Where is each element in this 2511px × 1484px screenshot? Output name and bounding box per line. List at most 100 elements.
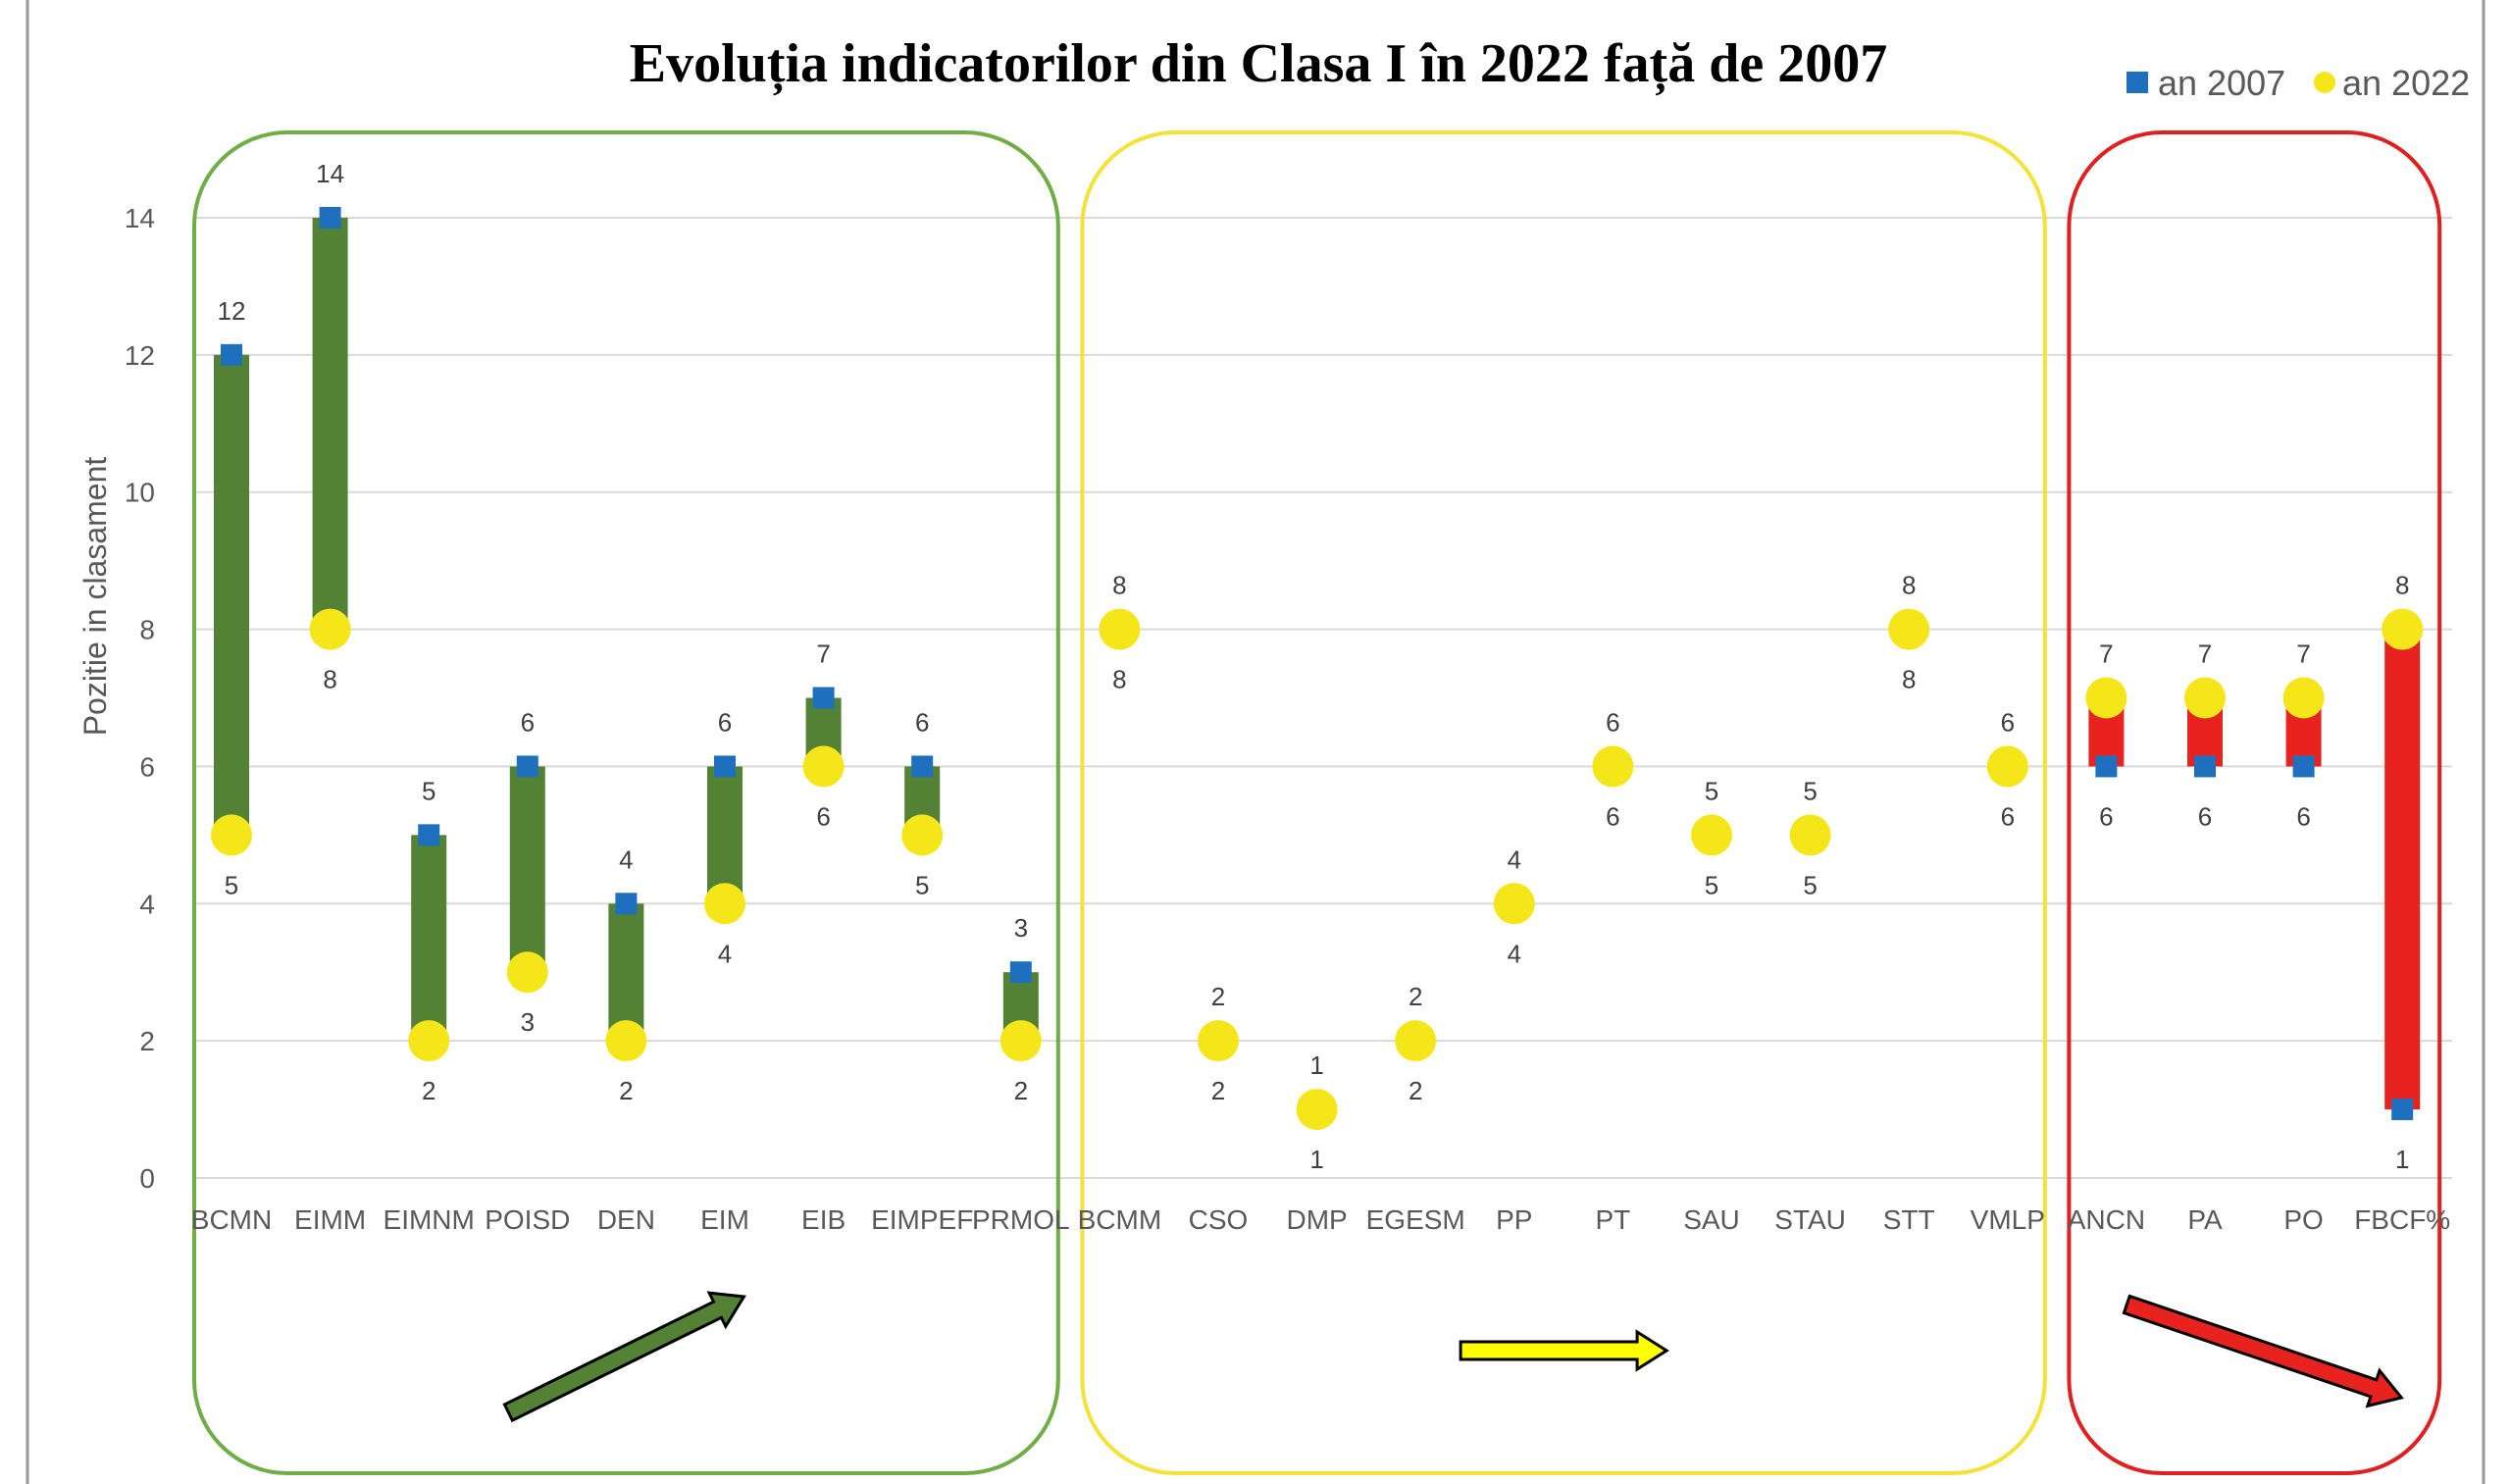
- group-box: [1080, 130, 2047, 1475]
- data-label-lower: 6: [2001, 801, 2015, 831]
- data-label-lower: 4: [718, 939, 732, 968]
- marker-2022: [605, 1020, 647, 1062]
- data-label-upper: 5: [1803, 776, 1817, 805]
- category-label: DMP: [1286, 1204, 1347, 1235]
- data-label-lower: 8: [323, 665, 336, 694]
- trend-arrow: [1459, 1329, 1669, 1372]
- data-label-upper: 7: [816, 640, 830, 669]
- data-markers: [211, 207, 2424, 1131]
- data-label-upper: 5: [422, 776, 436, 805]
- marker-2022: [901, 814, 944, 856]
- marker-2007: [221, 343, 242, 366]
- data-label-lower: 5: [915, 870, 929, 899]
- category-label: EIMPEF: [871, 1204, 973, 1235]
- group-box: [2067, 130, 2442, 1475]
- y-tick-label: 4: [139, 889, 155, 919]
- y-tick-label: 8: [139, 615, 155, 645]
- marker-2022: [704, 883, 745, 925]
- y-axis-title: Pozitie in clasament: [77, 457, 113, 737]
- category-label: PT: [1596, 1204, 1631, 1235]
- legend-marker-2022: [2314, 72, 2335, 93]
- data-label-lower: 4: [1508, 939, 1521, 968]
- marker-2007: [615, 893, 638, 915]
- category-label: EIMM: [294, 1204, 366, 1235]
- gridlines: [196, 217, 2452, 1179]
- data-label-upper: 6: [521, 707, 535, 737]
- category-label: EIB: [801, 1204, 846, 1235]
- data-label-lower: 2: [619, 1076, 633, 1105]
- data-label-upper: 1: [1309, 1050, 1323, 1080]
- marker-2007: [911, 755, 934, 778]
- range-bar: [214, 354, 249, 836]
- data-label-upper: 2: [1211, 982, 1225, 1011]
- data-label-lower: 6: [1606, 801, 1619, 831]
- data-label-upper: 4: [619, 844, 633, 874]
- data-label-upper: 7: [2099, 640, 2113, 669]
- data-label-upper: 3: [1014, 913, 1028, 943]
- data-label-upper: 8: [1902, 571, 1916, 600]
- data-label-lower: 1: [1309, 1145, 1323, 1174]
- marker-2022: [1691, 814, 1732, 856]
- marker-2022: [2382, 608, 2424, 650]
- marker-2022: [1198, 1020, 1239, 1062]
- trend-arrow: [2122, 1294, 2404, 1408]
- range-bars: [214, 218, 2421, 1110]
- data-label-upper: 5: [1705, 776, 1718, 805]
- data-label-upper: 8: [1112, 571, 1126, 600]
- data-label-upper: 7: [2296, 640, 2310, 669]
- marker-2007: [2391, 1099, 2414, 1121]
- marker-2022: [506, 951, 548, 994]
- data-labels: 1251485263426476653288221122446655558866…: [218, 159, 2410, 1174]
- marker-2022: [1493, 883, 1535, 925]
- data-label-upper: 6: [915, 707, 929, 737]
- marker-2022: [802, 745, 845, 788]
- range-bar: [707, 766, 743, 904]
- trend-arrow: [502, 1291, 746, 1423]
- data-label-upper: 7: [2198, 640, 2212, 669]
- data-label-lower: 5: [1705, 870, 1718, 899]
- data-label-upper: 2: [1409, 982, 1422, 1011]
- marker-2007: [1009, 961, 1032, 984]
- marker-2022: [2282, 677, 2325, 719]
- marker-2022: [408, 1020, 450, 1062]
- data-label-lower: 6: [2099, 801, 2113, 831]
- data-label-lower: 2: [1409, 1076, 1422, 1105]
- data-label-upper: 12: [218, 296, 246, 326]
- marker-2022: [1789, 814, 1831, 856]
- marker-2022: [2184, 677, 2226, 719]
- marker-2007: [418, 824, 440, 846]
- y-tick-label: 0: [139, 1163, 155, 1194]
- data-label-lower: 8: [1902, 665, 1916, 694]
- data-label-lower: 8: [1112, 665, 1126, 694]
- range-bar: [411, 835, 447, 1042]
- category-label: BCMN: [191, 1204, 272, 1235]
- data-label-upper: 6: [1606, 707, 1619, 737]
- group-box: [192, 130, 1060, 1475]
- category-label: STAU: [1774, 1204, 1846, 1235]
- marker-2007: [714, 755, 736, 778]
- legend: an 2007 an 2022: [2127, 63, 2470, 103]
- category-label: STT: [1883, 1204, 1935, 1235]
- marker-2022: [211, 814, 252, 856]
- marker-2022: [1099, 608, 1141, 650]
- category-label: SAU: [1683, 1204, 1740, 1235]
- marker-2007: [516, 755, 538, 778]
- marker-2022: [1592, 745, 1634, 788]
- data-label-upper: 4: [1508, 844, 1521, 874]
- y-tick-label: 14: [125, 203, 155, 233]
- data-label-upper: 8: [2395, 571, 2409, 600]
- data-label-upper: 6: [718, 707, 732, 737]
- legend-marker-2007: [2127, 72, 2148, 93]
- data-label-lower: 6: [2296, 801, 2310, 831]
- chart-title: Evoluția indicatorilor din Clasa I în 20…: [630, 33, 1887, 96]
- range-bar: [608, 903, 644, 1042]
- data-label-lower: 6: [2198, 801, 2212, 831]
- marker-2007: [2194, 755, 2216, 778]
- data-label-lower: 5: [225, 870, 238, 899]
- category-label: BCMM: [1078, 1204, 1162, 1235]
- marker-2022: [2085, 677, 2127, 719]
- category-label: ANCN: [2068, 1204, 2145, 1235]
- category-label: EGESM: [1366, 1204, 1465, 1235]
